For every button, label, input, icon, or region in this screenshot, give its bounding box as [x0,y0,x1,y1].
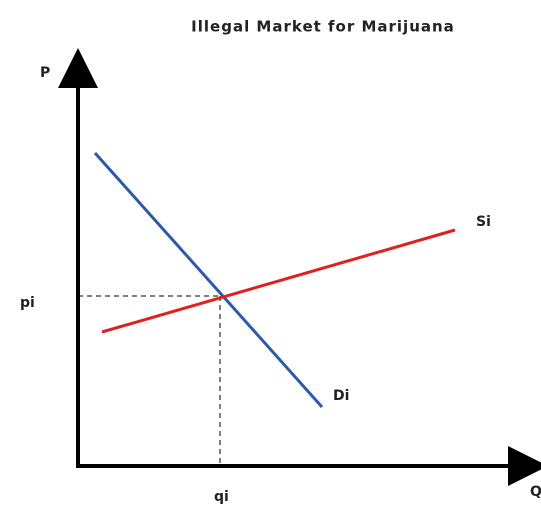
price-label: pi [20,295,35,311]
title: Illegal Market for Marijuana [191,18,455,36]
demand-curve [93,152,324,408]
supply-label: Si [476,214,491,230]
supply-curve [101,228,456,334]
x-axis-label: Q [530,484,541,500]
demand-label: Di [333,388,349,404]
quantity-label: qi [214,489,229,505]
y-axis-label: P [40,65,50,81]
